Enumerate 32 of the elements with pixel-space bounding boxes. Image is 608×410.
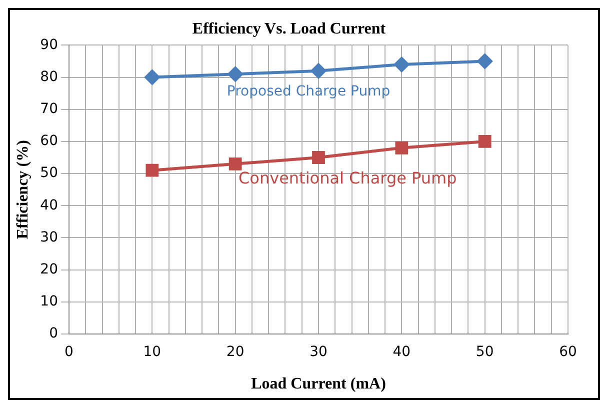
y-tick-label: 50 — [40, 165, 58, 182]
y-tick-label: 0 — [49, 326, 58, 342]
chart-title: Efficiency Vs. Load Current — [192, 20, 386, 38]
x-tick-label: 50 — [476, 344, 494, 360]
point — [144, 70, 160, 85]
x-tick-label: 60 — [559, 344, 577, 360]
y-tick-label: 10 — [40, 294, 58, 310]
y-tick-label: 70 — [40, 101, 58, 118]
y-tick-label: 20 — [40, 261, 58, 278]
point — [478, 135, 492, 148]
y-tick-label: 60 — [40, 133, 58, 150]
y-tick-label: 40 — [40, 197, 58, 214]
y-tick-label: 30 — [40, 229, 58, 246]
series-label: Proposed Charge Pump — [226, 84, 390, 100]
x-tick-label: 40 — [392, 344, 411, 360]
y-tick-label: 90 — [40, 36, 58, 53]
point — [395, 141, 408, 154]
point — [477, 54, 492, 69]
y-tick-label: 80 — [40, 68, 58, 85]
point — [228, 66, 243, 82]
x-tick-label: 20 — [226, 344, 244, 360]
series-label: Conventional Charge Pump — [238, 168, 457, 188]
point — [394, 56, 410, 72]
x-axis-title: Load Current (mA) — [251, 376, 386, 393]
point — [312, 151, 325, 164]
point — [311, 63, 326, 78]
x-tick-label: 30 — [310, 344, 328, 360]
point — [228, 157, 242, 170]
point — [146, 164, 159, 177]
x-tick-label: 0 — [64, 344, 74, 360]
y-axis-title: Efficiency (%) — [14, 140, 32, 240]
x-tick-label: 10 — [143, 344, 162, 360]
